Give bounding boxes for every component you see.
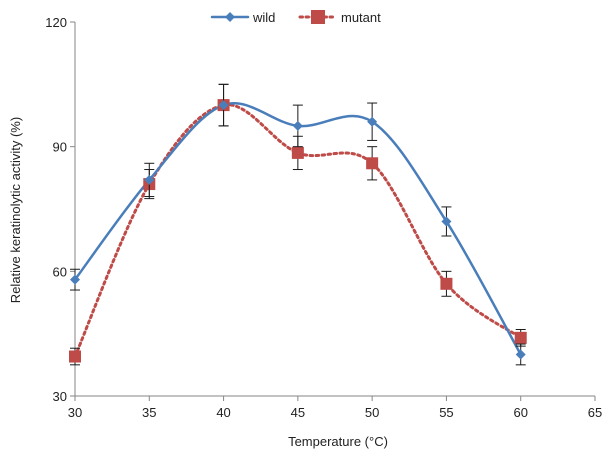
legend-marker-wild [225,12,235,22]
data-point-wild [70,274,80,285]
data-point-mutant [514,331,527,344]
legend-item-mutant: mutant [298,10,381,25]
series-points-wild [70,83,526,366]
x-tick-label: 35 [142,405,156,420]
plot-area [69,83,527,366]
data-point-mutant [291,146,304,159]
x-tick-label: 30 [68,405,82,420]
x-tick-label: 65 [588,405,602,420]
y-axis-label: Relative keratinolytic activity (%) [8,117,23,303]
legend-label-wild: wild [252,10,275,25]
data-point-wild [218,100,229,111]
x-tick-label: 60 [513,405,527,420]
y-tick-label: 60 [53,264,67,279]
data-point-mutant [366,157,379,170]
y-tick-label: 120 [45,15,67,30]
data-point-mutant [69,350,81,363]
x-tick-label: 40 [216,405,230,420]
data-point-wild [367,116,378,127]
axes: 30 60 90 120 30 35 40 45 50 55 60 65 [45,15,602,420]
legend-marker-mutant [311,10,325,24]
x-axis-label: Temperature (°C) [288,434,388,449]
legend-item-wild: wild [210,10,275,25]
data-point-wild [144,174,155,185]
legend: wild mutant [210,10,381,25]
x-tick-label: 45 [291,405,305,420]
x-tick-label: 55 [439,405,453,420]
legend-label-mutant: mutant [341,10,381,25]
y-tick-label: 30 [53,389,67,404]
data-point-wild [515,349,526,360]
x-tick-label: 50 [365,405,379,420]
data-point-wild [292,120,303,131]
y-tick-label: 90 [53,140,67,155]
data-point-wild [441,216,452,227]
data-point-mutant [440,277,453,290]
